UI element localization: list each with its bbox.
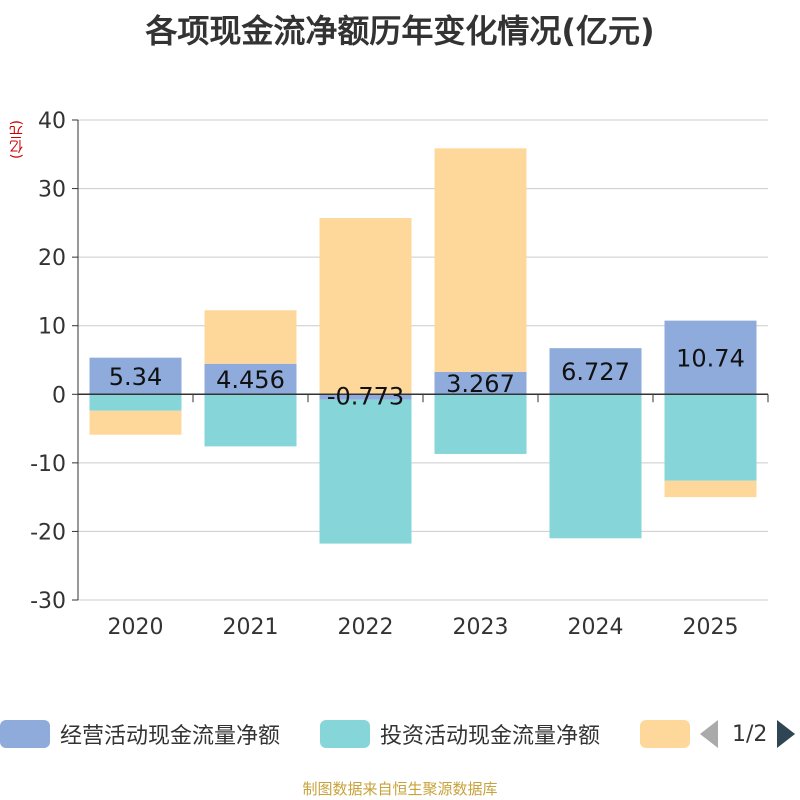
bar-operating-2022: [319, 394, 412, 400]
legend-swatch-investing: [320, 720, 370, 748]
y-tick-label-0: 0: [52, 383, 66, 408]
data-label-operating-2022: -0.773: [327, 382, 404, 410]
legend-next-arrow-icon[interactable]: [777, 720, 796, 748]
bar-investing-2022: [319, 399, 412, 544]
bar-operating-2021: [204, 363, 297, 395]
x-tick-label-2024: 2024: [568, 615, 624, 640]
bar-financing-2021: [204, 310, 297, 364]
bar-investing-2021: [204, 394, 297, 447]
legend-swatch-financing: [640, 720, 690, 748]
data-label-operating-2023: 3.267: [446, 370, 515, 398]
x-tick-label-2022: 2022: [338, 615, 394, 640]
data-label-operating-2021: 4.456: [216, 366, 285, 394]
y-tick-label-20: 20: [38, 246, 66, 271]
data-label-operating-2020: 5.34: [109, 363, 162, 391]
x-tick-label-2021: 2021: [223, 615, 279, 640]
data-label-operating-2025: 10.74: [676, 344, 745, 372]
legend-item-investing[interactable]: 投资活动现金流量净额: [320, 716, 600, 752]
bar-financing-2025: [664, 480, 757, 498]
legend-swatch-operating: [0, 720, 50, 748]
x-tick-label-2023: 2023: [453, 615, 509, 640]
bar-investing-2025: [664, 394, 757, 481]
legend-item-operating[interactable]: 经营活动现金流量净额: [0, 716, 280, 752]
y-tick-label--30: -30: [30, 589, 66, 614]
y-tick-label--20: -20: [30, 520, 66, 545]
legend-label-operating: 经营活动现金流量净额: [60, 724, 281, 749]
y-tick-label-10: 10: [38, 315, 66, 340]
bar-financing-2022: [319, 218, 412, 395]
bar-chart: -30 -20 -10 0 10 20 30 40 5.34 4.456 -0.773 3.267 6.…: [30, 109, 769, 640]
bar-operating-2025: [664, 320, 757, 395]
bar-operating-2024: [549, 348, 642, 395]
bar-operating-2020: [89, 357, 182, 395]
bar-operating-2023: [434, 371, 527, 395]
legend-page-indicator: 1/2: [732, 721, 768, 747]
chart-title: 各项现金流净额历年变化情况(亿元): [145, 12, 655, 50]
legend-pager: 1/2: [700, 716, 796, 752]
y-tick-label-30: 30: [38, 178, 66, 203]
legend-item-financing[interactable]: [640, 716, 700, 752]
data-source-note: 制图数据来自恒生聚源数据库: [302, 780, 498, 798]
legend-prev-arrow-icon[interactable]: [700, 720, 718, 748]
legend: 经营活动现金流量净额 投资活动现金流量净额 1/2: [0, 716, 800, 756]
bar-investing-2024: [549, 394, 642, 539]
data-label-operating-2024: 6.727: [561, 358, 630, 386]
legend-label-investing: 投资活动现金流量净额: [380, 724, 601, 749]
x-tick-label-2025: 2025: [683, 615, 739, 640]
bar-financing-2020: [89, 410, 182, 435]
y-tick-label--10: -10: [30, 452, 66, 477]
bar-investing-2023: [434, 394, 527, 454]
bar-financing-2023: [434, 148, 527, 372]
y-tick-label-40: 40: [38, 109, 66, 134]
bar-investing-2020: [89, 394, 182, 411]
x-tick-label-2020: 2020: [108, 615, 164, 640]
